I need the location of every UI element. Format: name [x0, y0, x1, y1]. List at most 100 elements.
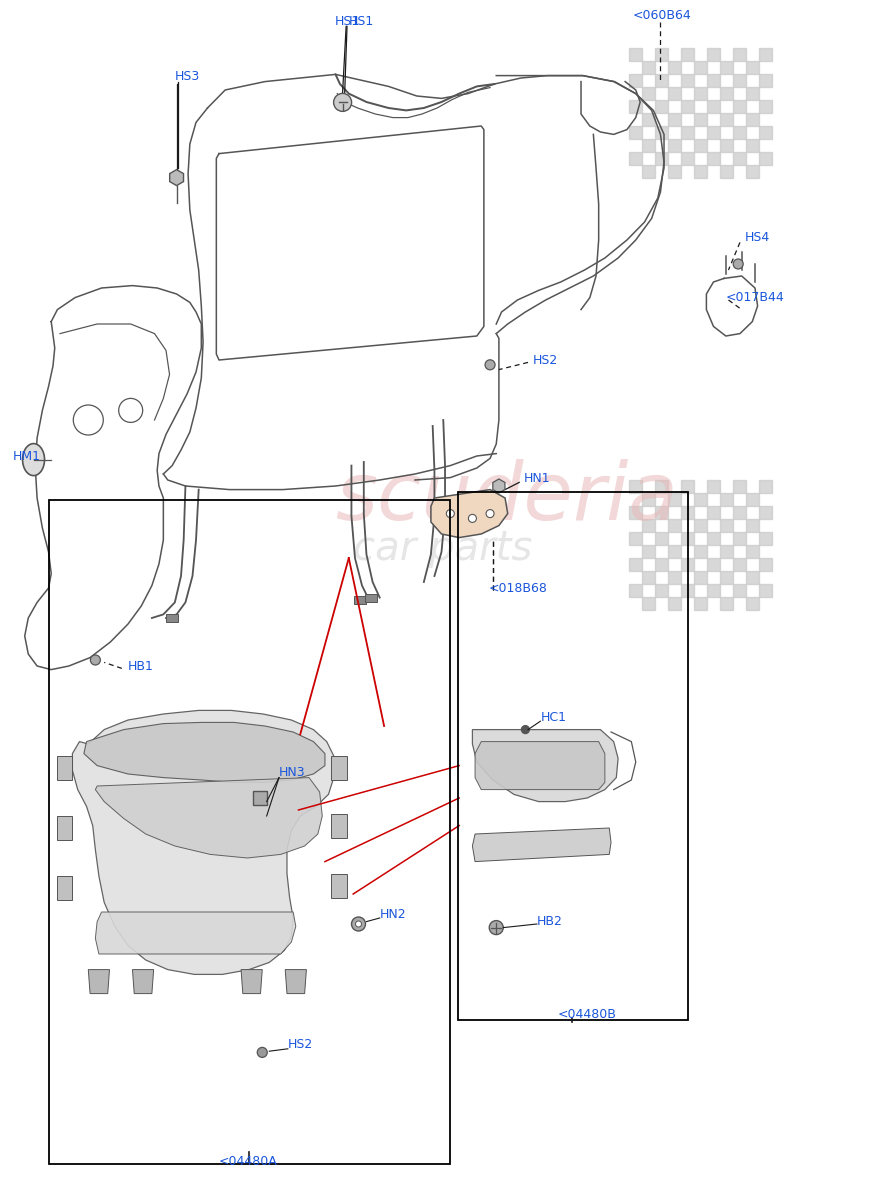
Bar	[629, 48, 642, 61]
Bar	[681, 48, 694, 61]
Bar	[746, 61, 758, 74]
Text: HN3: HN3	[279, 767, 306, 779]
Bar	[706, 74, 720, 86]
Bar	[166, 614, 178, 622]
Bar	[629, 506, 642, 518]
Text: <017B44: <017B44	[726, 292, 785, 304]
Bar	[720, 61, 733, 74]
Bar	[654, 480, 668, 493]
Bar	[694, 493, 706, 506]
Bar	[758, 532, 772, 545]
Circle shape	[334, 94, 351, 112]
Bar	[694, 164, 706, 178]
Bar	[733, 532, 746, 545]
Polygon shape	[72, 710, 334, 974]
Text: HS2: HS2	[532, 354, 558, 366]
Bar	[720, 164, 733, 178]
Bar	[668, 518, 681, 532]
Bar	[642, 518, 654, 532]
Bar	[642, 493, 654, 506]
Bar	[694, 596, 706, 610]
Bar	[681, 100, 694, 113]
Circle shape	[90, 655, 101, 665]
Bar	[642, 139, 654, 152]
Bar	[668, 139, 681, 152]
Polygon shape	[472, 730, 618, 802]
Bar	[746, 493, 758, 506]
Circle shape	[521, 726, 530, 733]
Text: HB1: HB1	[128, 660, 154, 672]
Bar	[706, 126, 720, 139]
Circle shape	[468, 515, 477, 522]
Bar	[629, 100, 642, 113]
Bar	[758, 506, 772, 518]
Bar	[354, 596, 366, 604]
Bar	[706, 480, 720, 493]
Bar	[629, 126, 642, 139]
Bar	[642, 86, 654, 100]
Bar	[720, 518, 733, 532]
Circle shape	[356, 922, 361, 926]
Text: HS1: HS1	[349, 16, 374, 28]
Ellipse shape	[23, 444, 44, 475]
Bar	[720, 113, 733, 126]
Text: HS1: HS1	[335, 16, 359, 28]
Circle shape	[351, 917, 366, 931]
Bar	[694, 86, 706, 100]
Bar	[668, 61, 681, 74]
Bar	[642, 164, 654, 178]
Bar	[694, 518, 706, 532]
Polygon shape	[472, 828, 611, 862]
Bar	[629, 152, 642, 164]
Bar	[654, 584, 668, 596]
Bar	[758, 558, 772, 571]
Bar	[746, 86, 758, 100]
Bar	[706, 506, 720, 518]
Bar	[733, 48, 746, 61]
Bar	[746, 164, 758, 178]
Polygon shape	[95, 912, 296, 954]
Bar	[668, 493, 681, 506]
Text: HS2: HS2	[288, 1038, 313, 1050]
Bar	[694, 545, 706, 558]
Circle shape	[257, 1048, 268, 1057]
Bar	[706, 152, 720, 164]
Bar	[758, 126, 772, 139]
Bar	[629, 480, 642, 493]
Bar	[733, 74, 746, 86]
Polygon shape	[331, 756, 347, 780]
Polygon shape	[285, 970, 306, 994]
Bar	[733, 506, 746, 518]
Bar	[706, 48, 720, 61]
Text: HN2: HN2	[380, 908, 406, 920]
Bar	[733, 100, 746, 113]
Text: <060B64: <060B64	[632, 10, 691, 22]
Bar	[694, 571, 706, 584]
Bar	[654, 74, 668, 86]
Polygon shape	[431, 490, 508, 538]
Polygon shape	[132, 970, 154, 994]
Circle shape	[446, 510, 455, 517]
Bar	[629, 584, 642, 596]
Bar	[694, 61, 706, 74]
Bar	[654, 48, 668, 61]
Circle shape	[489, 920, 503, 935]
Polygon shape	[57, 876, 72, 900]
Bar	[746, 518, 758, 532]
Bar	[733, 126, 746, 139]
Bar	[642, 571, 654, 584]
Bar	[720, 139, 733, 152]
Bar	[681, 152, 694, 164]
Bar	[746, 113, 758, 126]
Text: HS3: HS3	[175, 71, 200, 83]
Bar	[746, 596, 758, 610]
Bar	[733, 152, 746, 164]
Bar	[681, 584, 694, 596]
Bar	[668, 164, 681, 178]
Bar	[746, 545, 758, 558]
Bar	[758, 74, 772, 86]
Bar	[681, 126, 694, 139]
Polygon shape	[57, 816, 72, 840]
Bar	[758, 584, 772, 596]
Bar	[654, 100, 668, 113]
